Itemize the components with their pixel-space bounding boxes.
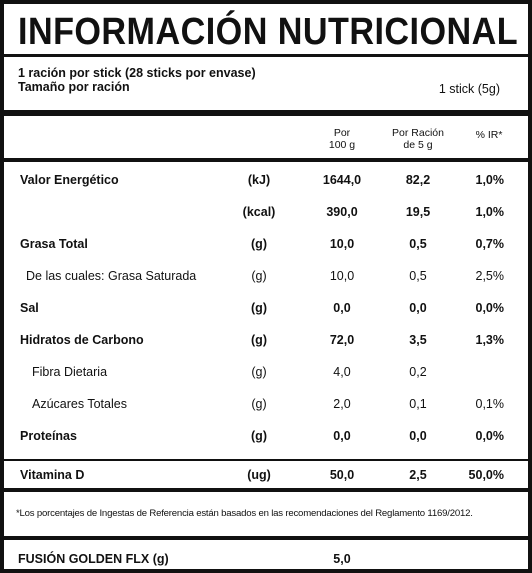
serving-line: 1 ración por stick (28 sticks por envase… [18,66,256,80]
row-label: Vitamina D [20,468,85,482]
row-unit: (g) [251,301,267,315]
row-ir: 0,7% [475,237,505,251]
row-unit: (g) [251,269,267,283]
row-label: Sal [20,301,39,315]
row-label: Valor Energético [20,173,119,187]
row-per-serving: 0,2 [409,365,427,379]
row-ir: 1,0% [475,205,505,219]
row-per-serving: 82,2 [405,173,431,187]
row-label: Fibra Dietaria [32,365,108,379]
row-per100: 10,0 [329,269,355,283]
row-per-serving: 3,5 [409,333,427,347]
row-per-serving: 19,5 [405,205,431,219]
row-unit: (kJ) [247,173,271,187]
row-per-serving: 0,1 [409,397,427,411]
row-per100: 0,0 [333,429,351,443]
row-label: De las cuales: Grasa Saturada [26,269,197,283]
row-ir: 2,5% [475,269,505,283]
column-header: de 5 g [403,139,433,151]
row-unit: (g) [251,333,267,347]
row-unit: (kcal) [242,205,276,219]
row-per100: 1644,0 [322,173,362,187]
column-header: Por Ración [392,127,444,139]
row-ir: 0,0% [475,429,505,443]
rule [4,54,528,57]
row-unit: (g) [251,429,267,443]
row-unit: (g) [251,365,267,379]
row-label: Grasa Total [20,237,88,251]
row-per100: 4,0 [333,365,351,379]
row-unit: (ug) [247,468,271,482]
row-per100: 50,0 [329,468,355,482]
row-ir: 1,3% [475,333,505,347]
row-per-serving: 0,5 [409,269,427,283]
column-header: % IR* [475,129,503,141]
row-ir: 0,1% [475,397,505,411]
row-ir: 50,0% [468,468,504,482]
row-label: Proteínas [20,429,77,443]
rule [4,110,528,116]
row-per100: 390,0 [326,205,358,219]
rule [4,158,528,162]
row-ir: 0,0% [475,301,505,315]
row-per-serving: 0,0 [409,429,427,443]
column-header: 100 g [328,139,356,151]
row-per100: 0,0 [333,301,351,315]
row-per100: 10,0 [329,237,355,251]
row-label: Hidratos de Carbono [20,333,144,347]
title: INFORMACIÓN NUTRICIONAL [18,11,519,53]
row-unit: (g) [251,397,267,411]
extra-value: 5,0 [333,552,351,566]
row-per-serving: 0,5 [409,237,427,251]
serving-size: 1 stick (5g) [438,82,500,96]
row-label: Azúcares Totales [32,397,127,411]
serving-line: Tamaño por ración [18,80,130,94]
rule [4,488,528,492]
footnote: *Los porcentajes de Ingestas de Referenc… [16,508,473,519]
row-per100: 72,0 [329,333,355,347]
row-per-serving: 2,5 [409,468,427,482]
row-ir: 1,0% [475,173,505,187]
row-per100: 2,0 [333,397,351,411]
rule [4,536,528,540]
extra-label: FUSIÓN GOLDEN FLX (g) [18,552,169,566]
rule [4,459,528,461]
row-unit: (g) [251,237,267,251]
column-header: Por [333,127,351,139]
row-per-serving: 0,0 [409,301,427,315]
